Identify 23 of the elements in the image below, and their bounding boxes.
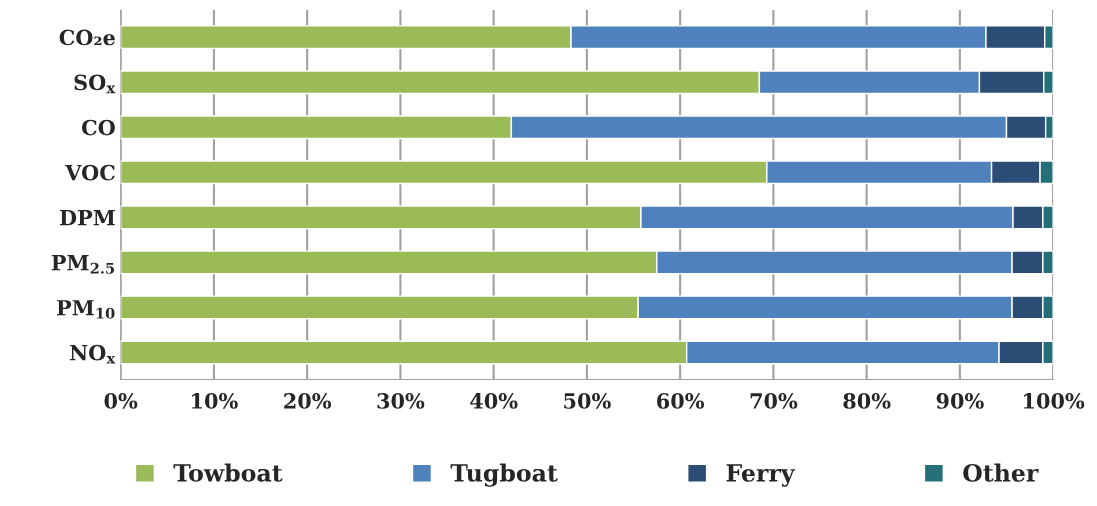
x-tick-label: 50%	[564, 393, 611, 409]
x-tick-label: 30%	[377, 393, 425, 409]
legend-label: Tugboat	[450, 463, 558, 487]
y-tick-label: PM$_{2.5}$	[51, 255, 114, 274]
x-tick-label: 90%	[936, 393, 984, 409]
x-tick-label: 70%	[750, 393, 798, 409]
y-tick-label: CO	[81, 119, 115, 136]
x-tick-label: 80%	[843, 393, 891, 409]
x-tick-label: 0%	[104, 393, 138, 409]
x-tick-label: 20%	[284, 393, 332, 409]
y-tick-label: PM$_{10}$	[56, 300, 115, 319]
y-tick-label: SO$_{x}$	[74, 74, 116, 94]
y-tick-label: NO$_{x}$	[70, 344, 116, 364]
x-tick-label: 10%	[192, 393, 238, 409]
y-tick-label: VOC	[65, 164, 115, 181]
legend-label: Other	[963, 463, 1039, 482]
y-tick-label: CO₂e	[59, 29, 115, 46]
legend-label: Towboat	[173, 463, 283, 482]
legend-label: Ferry	[726, 464, 796, 487]
x-tick-label: 100%	[1024, 393, 1085, 409]
x-tick-label: 40%	[470, 393, 518, 409]
y-tick-label: DPM	[59, 210, 115, 226]
x-tick-label: 60%	[657, 393, 705, 409]
